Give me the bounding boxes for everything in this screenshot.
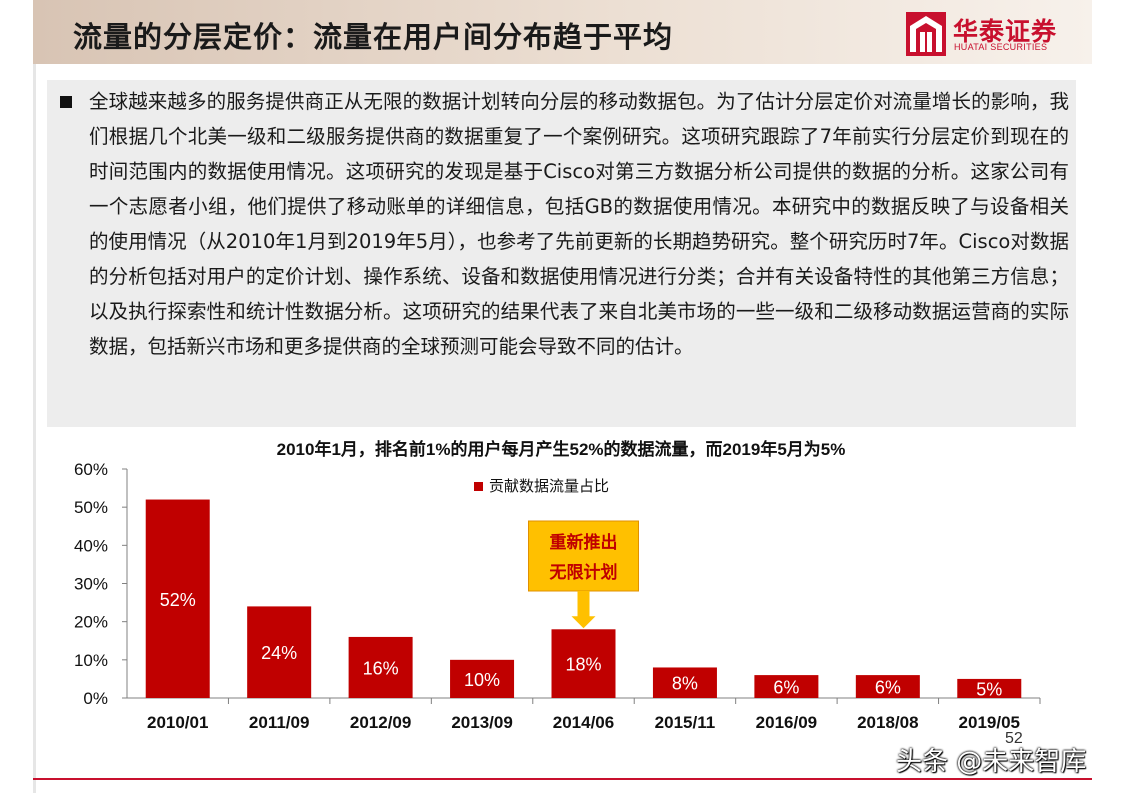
x-tick-label: 2016/09 (756, 713, 817, 732)
y-tick-label: 40% (74, 536, 108, 555)
y-tick-label: 60% (74, 460, 108, 479)
summary-text-box: 全球越来越多的服务提供商正从无限的数据计划转向分层的移动数据包。为了估计分层定价… (47, 80, 1076, 427)
bar-data-label: 10% (464, 670, 500, 690)
bar (551, 629, 616, 698)
x-tick-label: 2013/09 (451, 713, 512, 732)
square-bullet-icon (60, 96, 72, 108)
bar (247, 606, 312, 698)
bar-data-label: 6% (875, 678, 901, 698)
page-number: 52 (1005, 730, 1023, 747)
x-tick-label: 2018/08 (857, 713, 918, 732)
bar-data-label: 6% (773, 678, 799, 698)
y-tick-label: 0% (83, 689, 108, 708)
y-tick-label: 50% (74, 498, 108, 517)
x-tick-label: 2015/11 (655, 713, 716, 732)
annotation-text: 无限计划 (549, 562, 618, 583)
legend-swatch (474, 482, 483, 491)
company-logo: 华泰证券 HUATAI SECURITIES (906, 12, 1092, 56)
bar-data-label: 24% (261, 643, 297, 663)
x-tick-label: 2014/06 (553, 713, 614, 732)
annotation-text: 重新推出 (550, 532, 618, 553)
x-tick-label: 2010/01 (147, 713, 208, 732)
x-tick-label: 2019/05 (959, 713, 1020, 732)
bar (348, 636, 413, 698)
bar (450, 659, 515, 698)
y-tick-label: 30% (74, 575, 108, 594)
bar (957, 678, 1022, 698)
footer-rule (33, 778, 1092, 780)
legend-label: 贡献数据流量占比 (489, 477, 609, 495)
bar-data-label: 16% (363, 658, 399, 678)
bar-data-label: 52% (160, 590, 196, 610)
huatai-logo-icon (906, 12, 946, 56)
annotation-arrow-icon (571, 591, 596, 629)
chart-title: 2010年1月，排名前1%的用户每月产生52%的数据流量，而2019年5月为5% (276, 440, 846, 459)
y-tick-label: 10% (74, 651, 108, 670)
x-tick-label: 2012/09 (350, 713, 411, 732)
logo-name: 华泰证券 (953, 17, 1058, 46)
left-margin-rule (33, 64, 36, 793)
summary-paragraph: 全球越来越多的服务提供商正从无限的数据计划转向分层的移动数据包。为了估计分层定价… (89, 90, 1069, 358)
bar-data-label: 5% (976, 679, 1002, 699)
bar (754, 675, 819, 698)
page-title: 流量的分层定价：流量在用户间分布趋于平均 (73, 20, 674, 54)
watermark: 头条 @未来智库 (896, 747, 1087, 777)
bar (855, 675, 920, 698)
bar (145, 499, 210, 698)
bar (652, 667, 717, 698)
annotation-box (528, 520, 639, 592)
y-tick-label: 20% (74, 613, 108, 632)
bar-data-label: 8% (672, 674, 698, 694)
header-band: 流量的分层定价：流量在用户间分布趋于平均 华泰证券 HUATAI SECURIT… (33, 0, 1092, 64)
x-tick-label: 2011/09 (249, 713, 310, 732)
bar-data-label: 18% (565, 655, 601, 675)
logo-subtitle: HUATAI SECURITIES (954, 42, 1048, 52)
